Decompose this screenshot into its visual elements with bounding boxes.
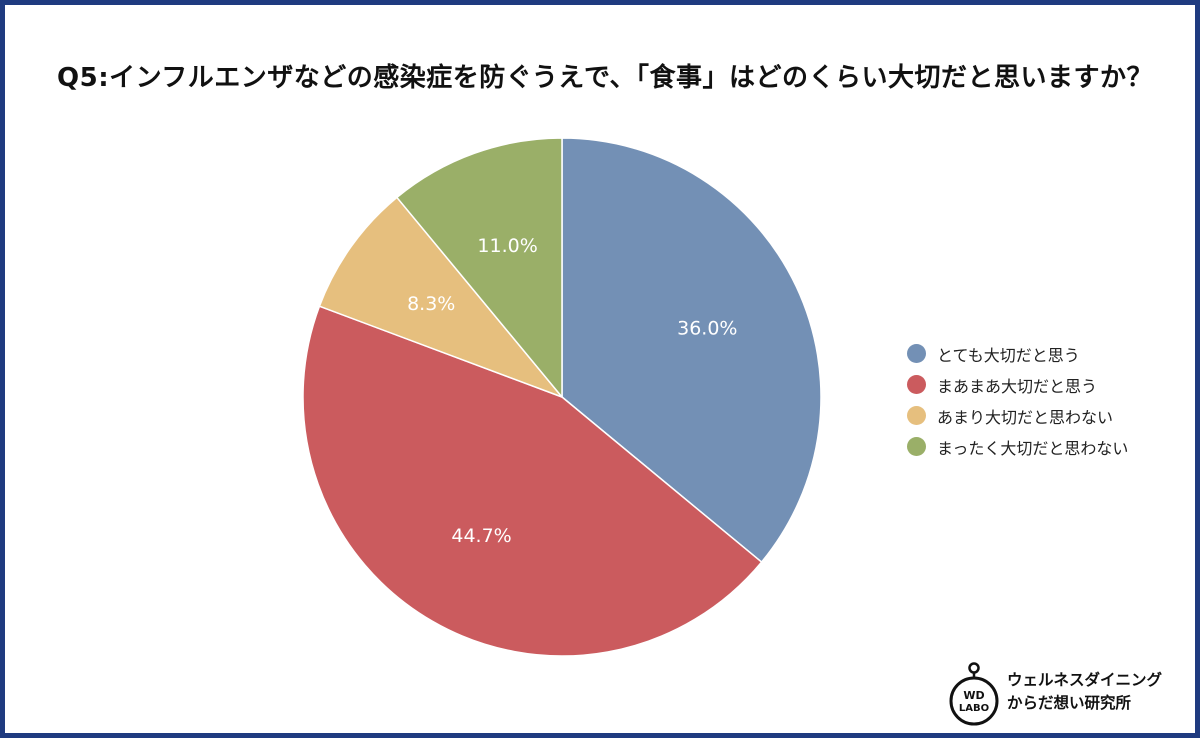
slice-data-label-3: 8.3%: [407, 293, 455, 315]
org-name-line1: ウェルネスダイニング: [1007, 671, 1163, 689]
wd-labo-logo-icon: WD LABO: [949, 662, 999, 726]
legend-label: まったく大切だと思わない: [937, 438, 1129, 458]
legend-label: まあまあ大切だと思う: [937, 376, 1098, 396]
legend-swatch: [907, 406, 926, 425]
legend-item-1: とても大切だと思う: [907, 338, 1128, 369]
org-name-line2: からだ想い研究所: [1007, 694, 1132, 712]
legend-item-2: まあまあ大切だと思う: [907, 369, 1128, 400]
pie-slice-3: [318, 196, 563, 398]
legend-swatch: [907, 344, 926, 363]
slice-data-label-1: 36.0%: [677, 318, 737, 340]
pie-slice-2: [302, 305, 763, 657]
slice-data-label-2: 44.7%: [451, 525, 511, 547]
logo: WD LABO ウェルネスダイニング からだ想い研究所: [947, 657, 1162, 727]
pie-chart: 36.0% 44.7% 8.3% 11.0%: [302, 137, 822, 657]
slice-data-label-4: 11.0%: [477, 235, 537, 257]
chart-title: Q5:インフルエンザなどの感染症を防ぐうえで、「食事」はどのくらい大切だと思いま…: [57, 63, 1153, 93]
chart-legend: とても大切だと思う まあまあ大切だと思う あまり大切だと思わない まったく大切だと思わ…: [907, 338, 1128, 462]
legend-swatch: [907, 375, 926, 394]
pie-slice-4: [396, 137, 563, 398]
legend-swatch: [907, 437, 926, 456]
org-name: ウェルネスダイニング からだ想い研究所: [1007, 669, 1162, 715]
legend-item-3: あまり大切だと思わない: [907, 400, 1128, 431]
legend-item-4: まったく大切だと思わない: [907, 431, 1128, 462]
logo-mark-line1: WD: [963, 689, 984, 702]
pie-slice-1: [561, 137, 822, 563]
legend-label: とても大切だと思う: [937, 345, 1080, 365]
logo-mark-line2: LABO: [959, 703, 989, 714]
legend-label: あまり大切だと思わない: [937, 407, 1114, 427]
